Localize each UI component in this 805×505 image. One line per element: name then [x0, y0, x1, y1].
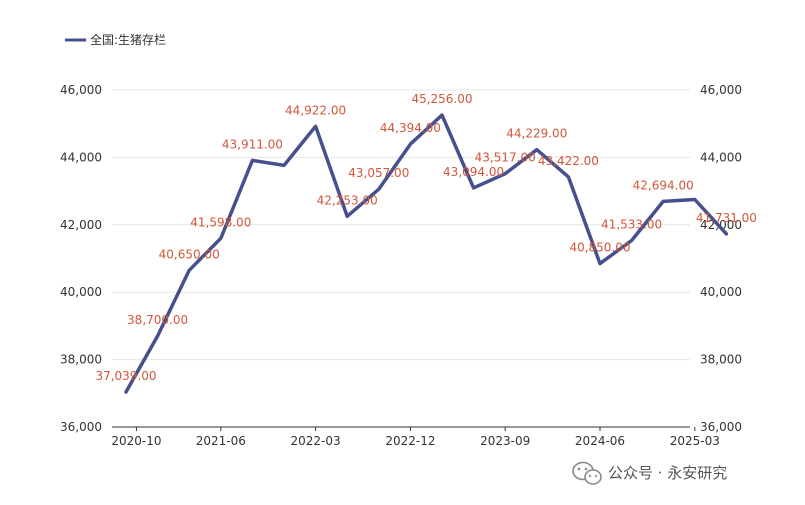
data-label: 42,694.00 [633, 178, 694, 192]
data-label: 45,256.00 [411, 92, 472, 106]
data-label: 37,039.00 [95, 369, 156, 383]
y-tick-label-right: 46,000 [700, 83, 742, 97]
x-tick-label: 2021-06 [196, 434, 246, 448]
wechat-icon [572, 461, 602, 485]
x-tick-label: 2024-06 [575, 434, 625, 448]
series-line [124, 113, 729, 394]
y-tick-label-right: 36,000 [700, 420, 742, 434]
series-layer [124, 113, 729, 394]
y-tick-label-left: 36,000 [60, 420, 102, 434]
grid-lines [112, 89, 690, 361]
y-tick-label-left: 44,000 [60, 150, 102, 164]
legend: 全国:生猪存栏 [65, 32, 166, 47]
data-label: 38,700.00 [127, 313, 188, 327]
data-label: 41,598.00 [190, 215, 251, 229]
data-label: 40,650.00 [159, 247, 220, 261]
x-tick-label: 2022-12 [385, 434, 435, 448]
watermark-text: 公众号 · 永安研究 [608, 464, 727, 482]
y-tick-label-left: 40,000 [60, 285, 102, 299]
data-label: 43,517.00 [475, 151, 536, 165]
data-label: 41,731.00 [696, 211, 757, 225]
x-tick-label: 2023-09 [480, 434, 530, 448]
data-label: 44,922.00 [285, 103, 346, 117]
x-tick-label: 2022-03 [291, 434, 341, 448]
y-tick-label-left: 46,000 [60, 83, 102, 97]
y-tick-label-left: 42,000 [60, 218, 102, 232]
data-label: 40,850.00 [569, 241, 630, 255]
data-label: 43,057.00 [348, 166, 409, 180]
y-tick-label-right: 44,000 [700, 150, 742, 164]
legend-label: 全国:生猪存栏 [90, 32, 166, 47]
y-tick-label-right: 38,000 [700, 353, 742, 367]
watermark: 公众号 · 永安研究 [572, 461, 727, 485]
axes: 36,000 36,000 38,000 38,000 40,000 40,000 42,0… [60, 83, 742, 448]
data-label: 43,094.00 [443, 165, 504, 179]
data-label: 43,911.00 [222, 137, 283, 151]
data-labels: 37,039.00 38,700.00 40,650.00 41,598.00 43,9… [95, 92, 756, 383]
y-tick-label-right: 42,000 [700, 218, 742, 232]
y-tick-label-left: 38,000 [60, 353, 102, 367]
data-label: 43,422.00 [538, 154, 599, 168]
x-tick-label: 2020-10 [111, 434, 161, 448]
data-label: 44,229.00 [506, 127, 567, 141]
x-tick-label: 2025-03 [670, 434, 720, 448]
y-tick-label-right: 40,000 [700, 285, 742, 299]
data-label: 42,253.00 [317, 193, 378, 207]
data-label: 44,394.00 [380, 121, 441, 135]
data-label: 41,533.00 [601, 218, 662, 232]
